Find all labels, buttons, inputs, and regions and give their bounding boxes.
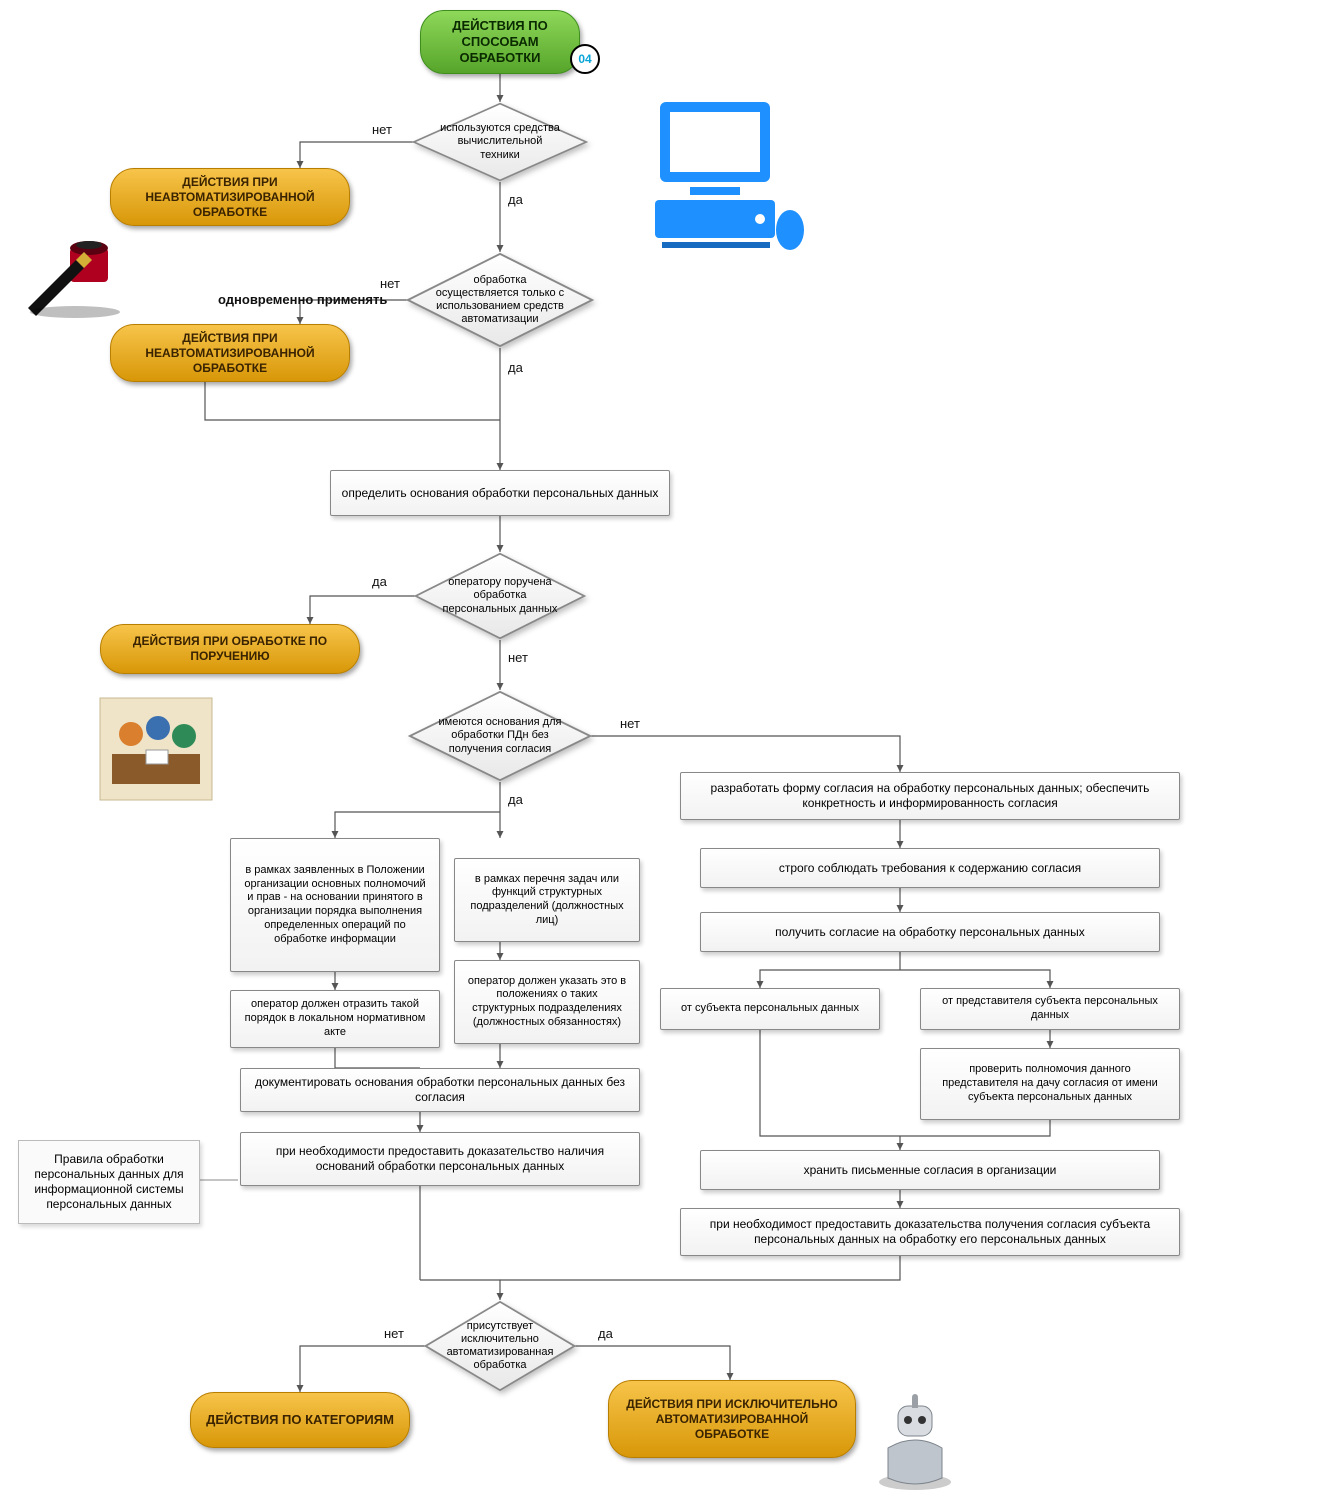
process-provide-right-text: при необходимост предоставить доказатель…: [691, 1217, 1169, 1247]
terminal-nonauto-2: ДЕЙСТВИЯ ПРИ НЕАВТОМАТИЗИРОВАННОЙ ОБРАБО…: [110, 324, 350, 382]
badge-04: 04: [570, 44, 600, 74]
process-left-a: в рамках заявленных в Положении организа…: [230, 838, 440, 972]
label-d4-no: нет: [620, 716, 640, 731]
process-left-b-text: оператор должен отразить такой порядок в…: [241, 998, 429, 1039]
process-doc-basis-text: документировать основания обработки перс…: [251, 1075, 629, 1105]
process-get-consent-text: получить согласие на обработку персональ…: [775, 925, 1085, 940]
meeting-icon: [96, 694, 216, 804]
label-d4-yes: да: [508, 792, 523, 807]
label-d3-no: нет: [508, 650, 528, 665]
label-d1-yes: да: [508, 192, 523, 207]
label-d1-no: нет: [372, 122, 392, 137]
note-rules: Правила обработки персональных данных дл…: [18, 1140, 200, 1224]
process-mid-a: в рамках перечня задач или функций струк…: [454, 858, 640, 942]
process-mid-b-text: оператор должен указать это в положениях…: [465, 975, 629, 1030]
badge-04-text: 04: [578, 52, 591, 66]
terminal-categories-label: ДЕЙСТВИЯ ПО КАТЕГОРИЯМ: [206, 1412, 394, 1428]
decision-basis-no-consent-text: имеются основания для обработки ПДн без …: [436, 716, 565, 756]
process-mid-a-text: в рамках перечня задач или функций струк…: [465, 873, 629, 928]
flowchart-canvas: ДЕЙСТВИЯ ПО СПОСОБАМ ОБРАБОТКИ 04 исполь…: [0, 0, 1338, 1508]
label-d2-no: нет: [380, 276, 400, 291]
process-check-auth-text: проверить полномочия данного представите…: [931, 1063, 1169, 1104]
note-rules-text: Правила обработки персональных данных дл…: [29, 1152, 189, 1212]
process-store-consent-text: хранить письменные согласия в организаци…: [804, 1163, 1057, 1178]
process-from-rep-text: от представителя субъекта персональных д…: [931, 995, 1169, 1023]
label-d5-no: нет: [384, 1326, 404, 1341]
terminal-nonauto-2-label: ДЕЙСТВИЯ ПРИ НЕАВТОМАТИЗИРОВАННОЙ ОБРАБО…: [121, 331, 339, 376]
process-mid-b: оператор должен указать это в положениях…: [454, 960, 640, 1044]
process-consent-form-text: разработать форму согласия на обработку …: [691, 781, 1169, 811]
decision-computing-used: используются средства вычислительной тех…: [412, 102, 588, 182]
process-left-b: оператор должен отразить такой порядок в…: [230, 990, 440, 1048]
process-consent-req-text: строго соблюдать требования к содержанию…: [779, 861, 1081, 876]
decision-exclusively-automated-text: присутствует исключительно автоматизиров…: [447, 1320, 554, 1373]
terminal-exclusively-automated-label: ДЕЙСТВИЯ ПРИ ИСКЛЮЧИТЕЛЬНО АВТОМАТИЗИРОВ…: [619, 1397, 845, 1442]
process-left-a-text: в рамках заявленных в Положении организа…: [241, 864, 429, 947]
label-d5-yes: да: [598, 1326, 613, 1341]
process-provide-left: при необходимости предоставить доказател…: [240, 1132, 640, 1186]
process-determine-basis: определить основания обработки персональ…: [330, 470, 670, 516]
process-consent-req: строго соблюдать требования к содержанию…: [700, 848, 1160, 888]
process-from-rep: от представителя субъекта персональных д…: [920, 988, 1180, 1030]
process-get-consent: получить согласие на обработку персональ…: [700, 912, 1160, 952]
label-d2-yes: да: [508, 360, 523, 375]
process-provide-left-text: при необходимости предоставить доказател…: [251, 1144, 629, 1174]
process-from-subject: от субъекта персональных данных: [660, 988, 880, 1030]
decision-by-order-text: оператору поручена обработка персональны…: [440, 576, 560, 616]
decision-computing-used-text: используются средства вычислительной тех…: [438, 122, 561, 162]
decision-basis-no-consent: имеются основания для обработки ПДн без …: [408, 690, 592, 782]
terminal-by-order-label: ДЕЙСТВИЯ ПРИ ОБРАБОТКЕ ПО ПОРУЧЕНИЮ: [111, 634, 349, 664]
terminal-nonauto-1: ДЕЙСТВИЯ ПРИ НЕАВТОМАТИЗИРОВАННОЙ ОБРАБО…: [110, 168, 350, 226]
decision-exclusively-automated: присутствует исключительно автоматизиров…: [424, 1300, 576, 1392]
label-d3-yes: да: [372, 574, 387, 589]
process-consent-form: разработать форму согласия на обработку …: [680, 772, 1180, 820]
decision-by-order: оператору поручена обработка персональны…: [414, 552, 586, 640]
decision-only-automated: обработка осуществляется только с исполь…: [406, 252, 594, 348]
process-determine-basis-text: определить основания обработки персональ…: [342, 486, 659, 501]
terminal-by-order: ДЕЙСТВИЯ ПРИ ОБРАБОТКЕ ПО ПОРУЧЕНИЮ: [100, 624, 360, 674]
robot-icon: [870, 1392, 960, 1492]
label-d2-no-extra: одновременно применять: [218, 292, 387, 307]
process-provide-right: при необходимост предоставить доказатель…: [680, 1208, 1180, 1256]
computer-icon: [640, 92, 810, 252]
process-from-subject-text: от субъекта персональных данных: [681, 1002, 859, 1016]
process-check-auth: проверить полномочия данного представите…: [920, 1048, 1180, 1120]
process-doc-basis: документировать основания обработки перс…: [240, 1068, 640, 1112]
start-node: ДЕЙСТВИЯ ПО СПОСОБАМ ОБРАБОТКИ: [420, 10, 580, 74]
terminal-categories: ДЕЙСТВИЯ ПО КАТЕГОРИЯМ: [190, 1392, 410, 1448]
terminal-exclusively-automated: ДЕЙСТВИЯ ПРИ ИСКЛЮЧИТЕЛЬНО АВТОМАТИЗИРОВ…: [608, 1380, 856, 1458]
decision-only-automated-text: обработка осуществляется только с исполь…: [434, 274, 566, 327]
pen-ink-icon: [20, 230, 130, 320]
terminal-nonauto-1-label: ДЕЙСТВИЯ ПРИ НЕАВТОМАТИЗИРОВАННОЙ ОБРАБО…: [121, 175, 339, 220]
start-node-label: ДЕЙСТВИЯ ПО СПОСОБАМ ОБРАБОТКИ: [431, 18, 569, 67]
process-store-consent: хранить письменные согласия в организаци…: [700, 1150, 1160, 1190]
